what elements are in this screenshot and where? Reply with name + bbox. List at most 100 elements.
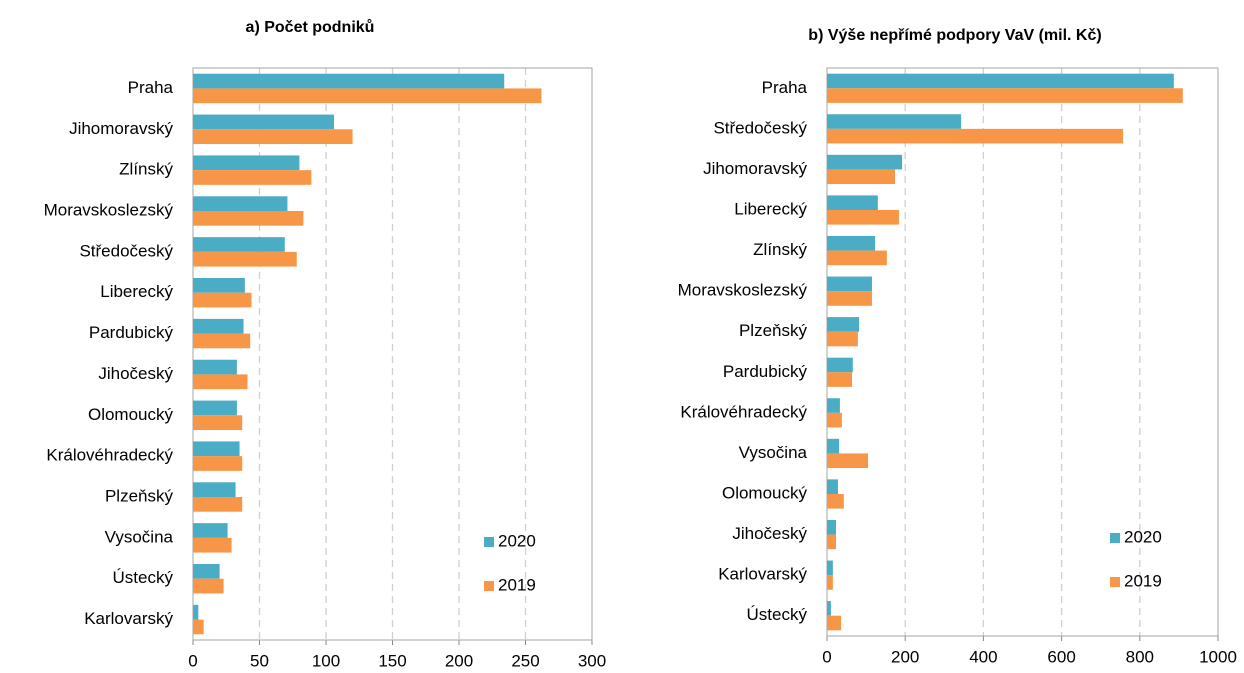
y-tick-label: Plzeňský <box>105 486 174 505</box>
legend-swatch <box>1110 533 1120 543</box>
y-tick-label: Liberecký <box>734 199 807 218</box>
chart-title: b) Výše nepřímé podpory VaV (mil. Kč) <box>808 27 1101 44</box>
bar <box>827 372 853 387</box>
y-tick-label: Jihočeský <box>732 524 807 543</box>
bar <box>193 155 300 171</box>
bar <box>827 453 869 469</box>
bar <box>827 331 858 347</box>
y-tick-label: Moravskoslezský <box>44 200 174 219</box>
y-tick-label: Olomoucký <box>88 405 174 424</box>
chart-title: a) Počet podniků <box>246 19 375 36</box>
x-tick-label: 400 <box>969 647 997 666</box>
plot-border <box>826 67 1219 637</box>
bar <box>827 357 853 373</box>
y-tick-label: Liberecký <box>100 282 173 301</box>
bar <box>827 88 1183 103</box>
x-tick-label: 800 <box>1126 647 1154 666</box>
x-tick-label: 600 <box>1047 647 1075 666</box>
plot-border <box>192 67 593 641</box>
x-tick-label: 250 <box>511 651 539 670</box>
bar <box>827 195 878 210</box>
bar <box>827 73 1174 89</box>
bar <box>193 88 542 104</box>
bar <box>827 560 833 576</box>
bar <box>827 601 831 616</box>
bar <box>827 235 876 251</box>
bar <box>193 482 236 497</box>
bar <box>193 211 304 226</box>
y-tick-label: Praha <box>762 78 808 97</box>
legend-swatch <box>484 537 494 547</box>
bar <box>827 291 872 306</box>
bar <box>193 278 245 293</box>
bar <box>193 456 243 471</box>
y-tick-label: Karlovarský <box>718 565 807 584</box>
x-tick-label: 0 <box>188 651 197 670</box>
bar <box>193 73 505 89</box>
bar <box>193 619 204 635</box>
bar <box>827 210 899 225</box>
bar <box>827 114 962 129</box>
bar <box>827 519 836 535</box>
bar <box>827 438 840 454</box>
x-tick-label: 150 <box>378 651 406 670</box>
y-tick-label: Pardubický <box>89 323 174 342</box>
legend-swatch <box>484 581 494 591</box>
y-tick-label: Královéhradecký <box>680 402 807 421</box>
bar <box>193 333 251 349</box>
bar <box>193 251 297 267</box>
bar <box>827 479 838 494</box>
bar <box>193 374 248 390</box>
legend-label: 2020 <box>498 531 536 550</box>
bar <box>193 114 334 130</box>
x-tick-label: 100 <box>312 651 340 670</box>
bar <box>827 169 896 185</box>
bar <box>827 534 836 550</box>
y-tick-label: Ústecký <box>113 568 174 587</box>
x-tick-label: 200 <box>891 647 919 666</box>
bar <box>193 497 243 512</box>
bar <box>193 129 353 144</box>
y-tick-label: Vysočina <box>739 443 808 462</box>
y-tick-label: Praha <box>128 78 174 97</box>
x-tick-label: 0 <box>822 647 831 666</box>
bar <box>193 578 224 594</box>
bar <box>193 318 244 334</box>
legend-swatch <box>1110 577 1120 587</box>
legend-label: 2020 <box>1124 527 1162 546</box>
bar <box>193 415 243 430</box>
y-tick-label: Vysočina <box>105 527 174 546</box>
y-tick-label: Moravskoslezský <box>678 281 808 300</box>
y-tick-label: Karlovarský <box>84 609 173 628</box>
x-tick-label: 1000 <box>1199 647 1237 666</box>
bar <box>827 398 840 413</box>
bar <box>193 170 312 185</box>
bar <box>827 494 844 509</box>
bar <box>193 237 285 252</box>
bar <box>193 537 232 553</box>
bar <box>827 128 1123 144</box>
bar <box>827 154 903 170</box>
bar <box>827 276 872 292</box>
bar <box>827 575 833 590</box>
bar <box>193 441 240 457</box>
x-tick-label: 50 <box>250 651 269 670</box>
y-tick-label: Pardubický <box>723 362 808 381</box>
legend-label: 2019 <box>498 575 536 594</box>
bar <box>827 412 842 428</box>
legend-label: 2019 <box>1124 571 1162 590</box>
bar <box>193 292 252 308</box>
bar <box>193 564 220 579</box>
bar <box>193 359 237 375</box>
bar <box>827 615 842 631</box>
bar <box>193 400 237 416</box>
bar <box>193 523 228 538</box>
y-tick-label: Středočeský <box>79 241 173 260</box>
y-tick-label: Jihomoravský <box>69 119 173 138</box>
x-tick-label: 300 <box>578 651 606 670</box>
x-tick-label: 200 <box>445 651 473 670</box>
y-tick-label: Zlínský <box>753 240 807 259</box>
y-tick-label: Jihočeský <box>98 364 173 383</box>
y-tick-label: Ústecký <box>747 605 808 624</box>
